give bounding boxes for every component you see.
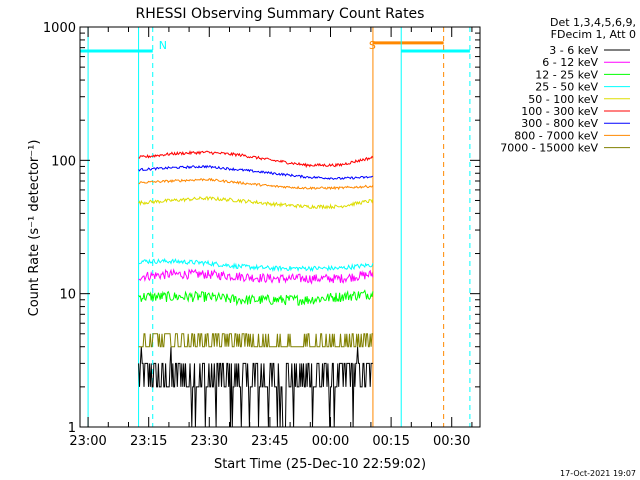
legend-label: 25 - 50 keV xyxy=(535,81,598,94)
series-line xyxy=(138,268,374,285)
series-line xyxy=(138,150,374,169)
y-axis-label: Count Rate (s⁻¹ detector⁻¹) xyxy=(27,140,42,317)
annotation-label: N xyxy=(159,39,167,52)
legend-header: Det 1,3,4,5,6,9, xyxy=(550,16,636,29)
legend-label: 800 - 7000 keV xyxy=(514,129,598,142)
x-tick-label: 00:30 xyxy=(433,434,470,449)
legend-label: 12 - 25 keV xyxy=(535,68,598,81)
legend-label: 7000 - 15000 keV xyxy=(500,142,598,155)
x-tick-label: 23:30 xyxy=(191,434,228,449)
y-tick-label: 1 xyxy=(68,421,76,436)
x-axis: 23:00 23:15 23:30 23:45 00:00 00:15 00:30 xyxy=(69,27,473,449)
legend-label: 50 - 100 keV xyxy=(528,93,598,106)
series-line xyxy=(138,333,373,348)
footer-date: 17-Oct-2021 19:07 xyxy=(560,469,636,478)
coverage-bars xyxy=(80,41,470,53)
x-tick-label: 00:15 xyxy=(372,434,409,449)
y-tick-label: 10 xyxy=(59,288,76,303)
y-tick-label: 1000 xyxy=(43,21,76,36)
x-tick-label: 23:00 xyxy=(69,434,106,449)
legend: Det 1,3,4,5,6,9,FDecim 1, Att 0 3 - 6 keV… xyxy=(500,16,636,155)
x-tick-label: 23:45 xyxy=(251,434,288,449)
series-line xyxy=(138,289,374,307)
x-axis-label: Start Time (25-Dec-10 22:59:02) xyxy=(214,457,426,472)
legend-label: 3 - 6 keV xyxy=(549,44,598,57)
series-line xyxy=(138,195,374,210)
chart-title: RHESSI Observing Summary Count Rates xyxy=(136,6,425,22)
series-line xyxy=(138,164,374,181)
plot-frame xyxy=(79,26,481,428)
series-line xyxy=(138,346,373,428)
legend-label: 300 - 800 keV xyxy=(521,117,598,130)
legend-label: 100 - 300 keV xyxy=(521,105,598,118)
y-axis: 1 10 100 1000 xyxy=(43,21,480,436)
y-tick-label: 100 xyxy=(51,154,76,169)
x-tick-label: 23:15 xyxy=(130,434,167,449)
series-line xyxy=(138,257,374,273)
event-lines xyxy=(87,27,471,427)
x-tick-label: 00:00 xyxy=(312,434,349,449)
annotation-label: S xyxy=(369,39,376,52)
legend-header: FDecim 1, Att 0 xyxy=(551,28,636,41)
legend-label: 6 - 12 keV xyxy=(542,56,598,69)
series-group xyxy=(138,150,374,428)
series-line xyxy=(138,177,374,191)
